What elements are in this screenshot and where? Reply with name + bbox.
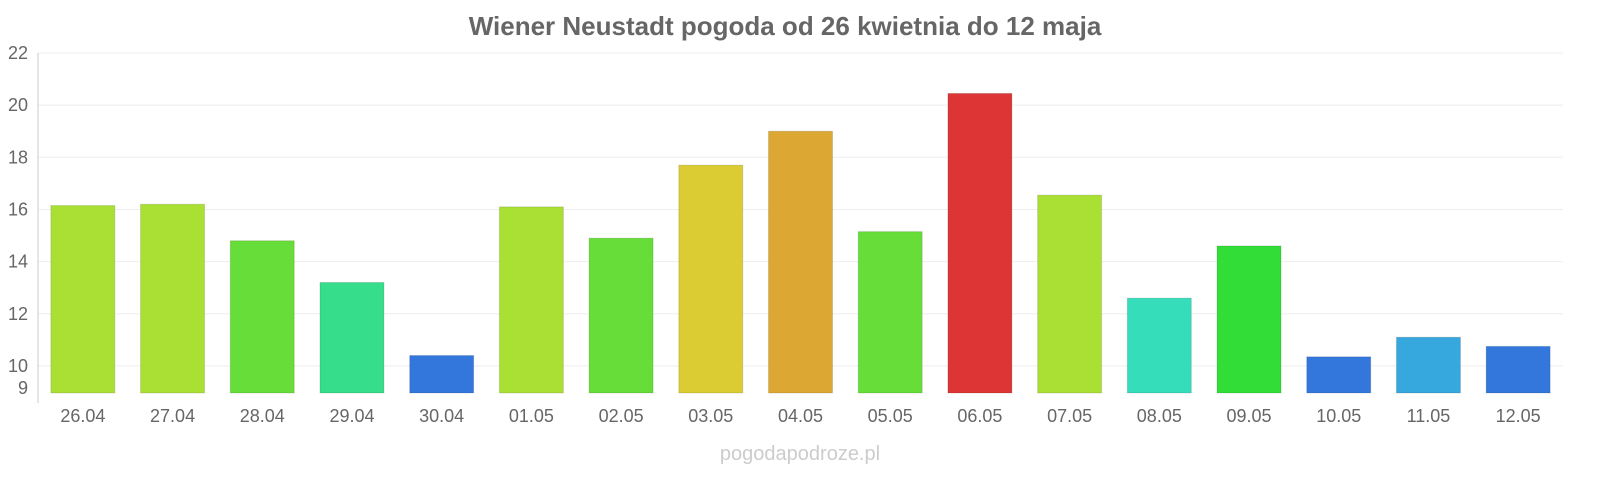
x-tick-label: 09.05 bbox=[1227, 406, 1272, 426]
bar-10.05[interactable] bbox=[1306, 356, 1372, 394]
y-tick-label: 22 bbox=[8, 43, 28, 63]
bar-03.05[interactable] bbox=[678, 164, 744, 394]
bar-12.05[interactable] bbox=[1485, 345, 1551, 394]
bar-11.05[interactable] bbox=[1395, 336, 1461, 394]
bar-09.05[interactable] bbox=[1216, 245, 1282, 394]
bar-29.04[interactable] bbox=[319, 281, 385, 394]
bar-04.05[interactable] bbox=[768, 130, 833, 394]
x-tick-label: 08.05 bbox=[1137, 406, 1182, 426]
bar-30.04[interactable] bbox=[409, 354, 475, 394]
x-tick-label: 06.05 bbox=[957, 406, 1002, 426]
y-tick-label: 14 bbox=[8, 252, 28, 272]
bar-08.05[interactable] bbox=[1126, 297, 1192, 394]
watermark: pogodapodroze.pl bbox=[720, 443, 880, 465]
x-tick-label: 07.05 bbox=[1047, 406, 1092, 426]
bar-01.05[interactable] bbox=[498, 206, 564, 394]
x-tick-label: 30.04 bbox=[419, 406, 464, 426]
x-tick-label: 26.04 bbox=[60, 406, 105, 426]
bar-06.05[interactable] bbox=[947, 92, 1013, 394]
x-tick-label: 03.05 bbox=[688, 406, 733, 426]
x-tick-label: 02.05 bbox=[599, 406, 644, 426]
bar-02.05[interactable] bbox=[588, 237, 654, 394]
x-tick-label: 27.04 bbox=[150, 406, 195, 426]
x-tick-label: 10.05 bbox=[1316, 406, 1361, 426]
x-tick-label: 11.05 bbox=[1407, 406, 1451, 426]
y-tick-label: 16 bbox=[8, 199, 28, 219]
x-tick-label: 01.05 bbox=[509, 406, 554, 426]
x-tick-label: 04.05 bbox=[778, 406, 823, 426]
x-tick-label: 12.05 bbox=[1496, 406, 1541, 426]
x-tick-label: 05.05 bbox=[868, 406, 913, 426]
y-tick-label: 12 bbox=[8, 304, 28, 324]
bar-05.05[interactable] bbox=[857, 231, 923, 394]
chart-title: Wiener Neustadt pogoda od 26 kwietnia do… bbox=[469, 11, 1102, 41]
bar-07.05[interactable] bbox=[1037, 194, 1103, 394]
y-tick-label: 10 bbox=[8, 356, 28, 376]
y-tick-label: 20 bbox=[8, 95, 28, 115]
x-tick-label: 28.04 bbox=[240, 406, 285, 426]
x-tick-label: 29.04 bbox=[329, 406, 374, 426]
y-tick-label: 9 bbox=[18, 378, 28, 398]
bar-28.04[interactable] bbox=[229, 240, 295, 394]
y-tick-label: 18 bbox=[8, 147, 28, 167]
bar-26.04[interactable] bbox=[50, 205, 116, 394]
bar-27.04[interactable] bbox=[140, 203, 206, 394]
